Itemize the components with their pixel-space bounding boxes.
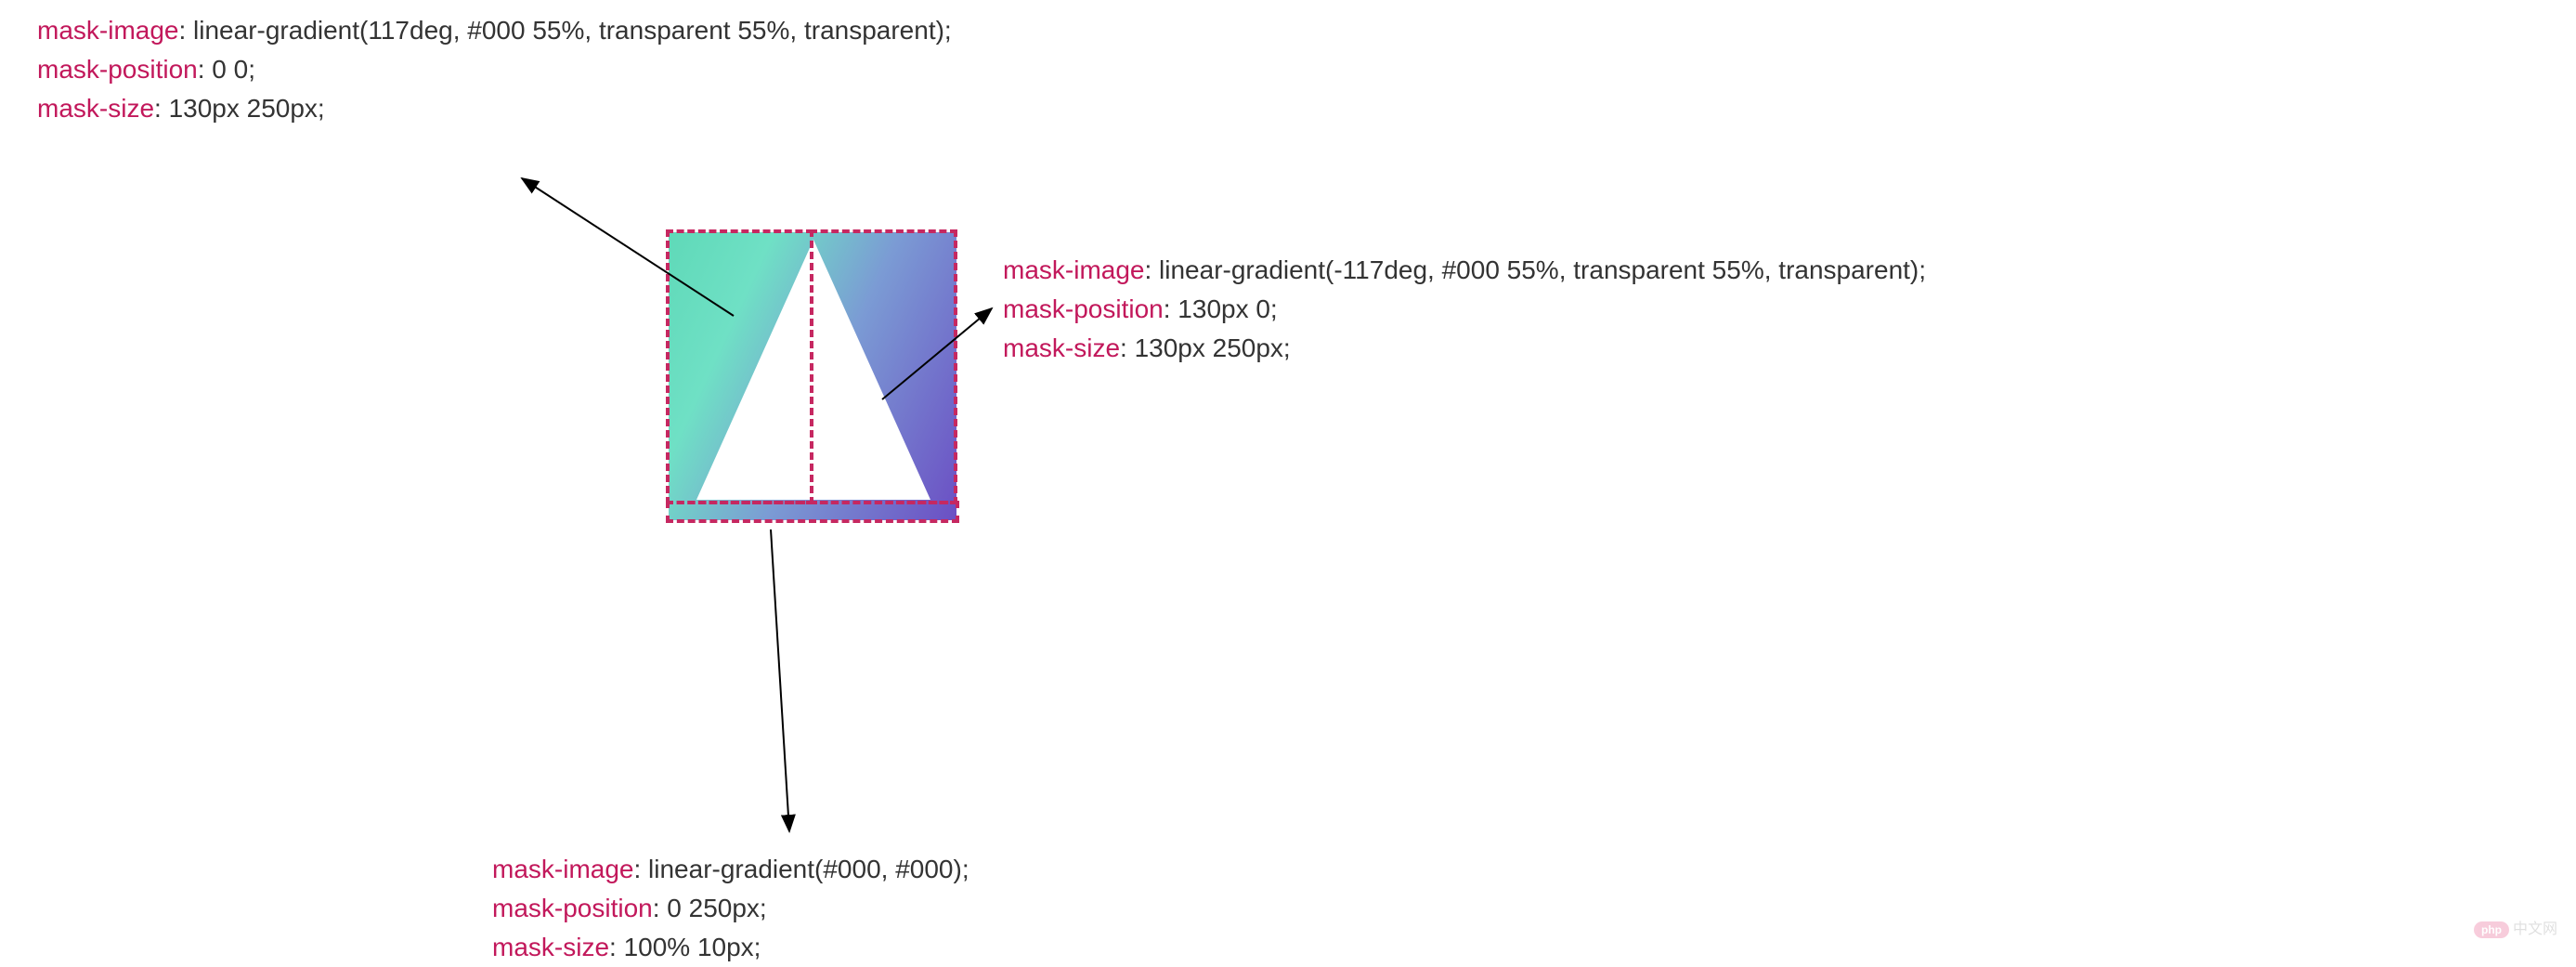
code-line: mask-image: linear-gradient(#000, #000); <box>492 850 969 889</box>
watermark-badge: php <box>2474 921 2509 938</box>
code-block-bottom: mask-image: linear-gradient(#000, #000);… <box>492 850 969 967</box>
css-property: mask-size <box>492 933 609 961</box>
code-block-top-left: mask-image: linear-gradient(117deg, #000… <box>37 11 952 128</box>
css-property: mask-image <box>492 855 633 883</box>
triangle-cutout <box>696 240 930 500</box>
css-value: : linear-gradient(-117deg, #000 55%, tra… <box>1144 255 1926 284</box>
css-property: mask-image <box>37 16 178 45</box>
code-block-right: mask-image: linear-gradient(-117deg, #00… <box>1003 251 1926 368</box>
code-line: mask-position: 0 250px; <box>492 889 969 928</box>
arrow-bottom <box>0 0 2576 957</box>
css-property: mask-position <box>1003 294 1164 323</box>
css-value: : 130px 0; <box>1164 294 1278 323</box>
mask-diagram <box>669 232 956 520</box>
css-value: : 130px 250px; <box>1120 333 1291 362</box>
css-property: mask-position <box>37 55 198 84</box>
code-line: mask-size: 100% 10px; <box>492 928 969 967</box>
watermark-text: 中文网 <box>2513 921 2557 937</box>
watermark: php中文网 <box>2474 916 2557 938</box>
css-value: : linear-gradient(117deg, #000 55%, tran… <box>178 16 951 45</box>
css-property: mask-size <box>1003 333 1120 362</box>
arrow-right <box>0 0 2576 957</box>
code-line: mask-size: 130px 250px; <box>1003 329 1926 368</box>
code-line: mask-size: 130px 250px; <box>37 89 952 128</box>
arrow-top-left <box>0 0 2576 957</box>
code-line: mask-position: 130px 0; <box>1003 290 1926 329</box>
code-line: mask-position: 0 0; <box>37 50 952 89</box>
css-value: : 0 0; <box>198 55 255 84</box>
css-value: : 100% 10px; <box>609 933 761 961</box>
css-property: mask-image <box>1003 255 1144 284</box>
css-value: : 130px 250px; <box>154 94 325 123</box>
code-line: mask-image: linear-gradient(117deg, #000… <box>37 11 952 50</box>
code-line: mask-image: linear-gradient(-117deg, #00… <box>1003 251 1926 290</box>
css-property: mask-position <box>492 894 653 922</box>
css-value: : 0 250px; <box>653 894 767 922</box>
css-property: mask-size <box>37 94 154 123</box>
css-value: : linear-gradient(#000, #000); <box>633 855 969 883</box>
